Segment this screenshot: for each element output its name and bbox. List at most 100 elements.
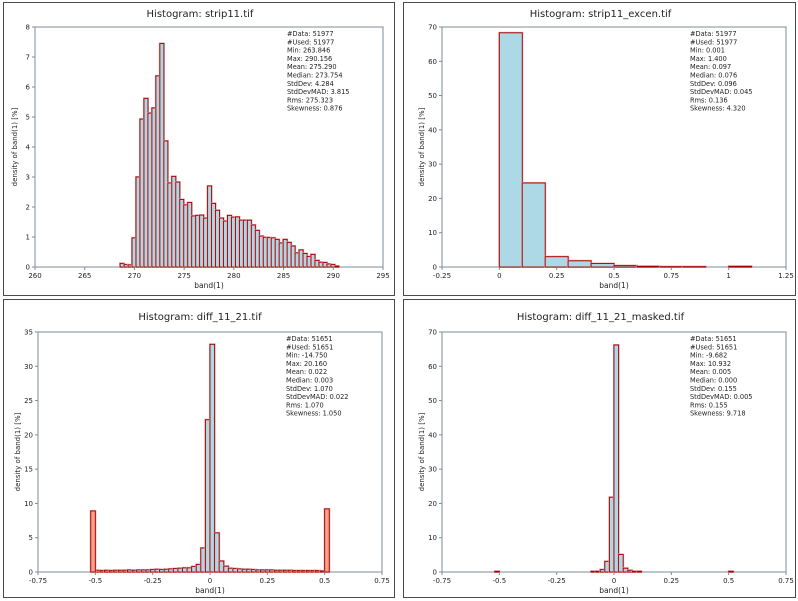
y-tick-label: 0 bbox=[26, 264, 30, 272]
histogram-panel-diff-11-21: Histogram: diff_11_21.tif band(1) density … bbox=[3, 299, 395, 598]
x-tick-label: 0 bbox=[208, 577, 212, 585]
stats-line: StdDevMAD: 3.815 bbox=[287, 88, 349, 96]
stats-line: Median: 0.003 bbox=[286, 377, 333, 385]
y-tick-label: 30 bbox=[428, 466, 437, 474]
stats-line: Median: 0.076 bbox=[690, 72, 737, 80]
y-tick-label: 0 bbox=[29, 569, 33, 577]
stats-line: Max: 10.932 bbox=[690, 360, 731, 368]
histogram-bar bbox=[636, 570, 642, 573]
chart-title: Histogram: strip11.tif bbox=[147, 9, 254, 20]
stats-line: StdDev: 0.096 bbox=[690, 80, 737, 88]
histogram-bar bbox=[590, 263, 615, 268]
histogram-bar bbox=[324, 508, 330, 573]
stats-line: #Data: 51651 bbox=[286, 335, 333, 343]
x-tick-label: 0 bbox=[497, 272, 501, 280]
y-axis-label: density of band(1) [%] bbox=[418, 412, 426, 491]
stats-line: Min: -14.750 bbox=[286, 352, 327, 360]
x-tick-label: 1.25 bbox=[778, 272, 794, 280]
y-tick-label: 20 bbox=[428, 500, 437, 508]
x-axis-label: band(1) bbox=[599, 586, 629, 595]
histogram-bar bbox=[544, 256, 569, 268]
y-tick-label: 15 bbox=[24, 466, 33, 474]
histogram-bar bbox=[613, 265, 638, 268]
y-tick-label: 5 bbox=[29, 534, 33, 542]
stats-line: Rms: 1.070 bbox=[286, 401, 324, 409]
histogram-bar bbox=[613, 344, 620, 573]
x-tick-label: 280 bbox=[227, 272, 240, 280]
x-tick-label: 0.5 bbox=[319, 577, 330, 585]
y-tick-label: 20 bbox=[428, 195, 437, 203]
x-tick-label: 0.5 bbox=[723, 577, 734, 585]
x-tick-label: 275 bbox=[177, 272, 190, 280]
stats-line: StdDev: 0.155 bbox=[690, 385, 737, 393]
stats-line: Mean: 0.005 bbox=[690, 368, 731, 376]
histogram-bar bbox=[567, 260, 592, 268]
histogram-bar bbox=[498, 32, 523, 268]
stats-line: Rms: 275.323 bbox=[287, 96, 333, 104]
x-tick-label: 265 bbox=[78, 272, 91, 280]
stats-line: Mean: 0.022 bbox=[286, 368, 327, 376]
x-tick-label: 0.75 bbox=[374, 577, 390, 585]
histogram-panel-strip11-excen: Histogram: strip11_excen.tif band(1) densi… bbox=[403, 2, 796, 296]
histogram-panel-strip11: Histogram: strip11.tif band(1) density of … bbox=[3, 2, 395, 296]
x-tick-label: 0 bbox=[612, 577, 616, 585]
x-axis-label: band(1) bbox=[194, 281, 224, 290]
stats-line: Min: 263.846 bbox=[287, 47, 330, 55]
stats-line: StdDev: 4.284 bbox=[287, 80, 334, 88]
y-tick-label: 60 bbox=[428, 58, 437, 66]
y-tick-label: 35 bbox=[24, 329, 33, 337]
y-tick-label: 1 bbox=[26, 234, 30, 242]
x-tick-label: 0.25 bbox=[260, 577, 276, 585]
y-tick-label: 10 bbox=[428, 534, 437, 542]
x-axis-label: band(1) bbox=[195, 586, 225, 595]
y-tick-label: 20 bbox=[24, 431, 33, 439]
histogram-chart: Histogram: strip11_excen.tif band(1) densi… bbox=[418, 9, 794, 290]
stats-line: Max: 290.156 bbox=[287, 55, 332, 63]
stats-line: #Data: 51977 bbox=[690, 30, 737, 38]
x-tick-label: 0.25 bbox=[549, 272, 565, 280]
histogram-bar bbox=[618, 554, 624, 573]
histogram-bar bbox=[334, 265, 340, 268]
y-tick-label: 70 bbox=[428, 24, 437, 32]
stats-line: StdDev: 1.070 bbox=[286, 385, 333, 393]
histogram-chart: Histogram: strip11.tif band(1) density of … bbox=[11, 9, 390, 290]
chart-title: Histogram: diff_11_21_masked.tif bbox=[517, 312, 685, 323]
stats-line: Median: 0.000 bbox=[690, 377, 737, 385]
histogram-bar bbox=[494, 570, 500, 573]
x-tick-label: 290 bbox=[327, 272, 340, 280]
x-tick-label: -0.25 bbox=[433, 272, 451, 280]
stats-line: Skewness: 4.320 bbox=[690, 105, 746, 113]
y-tick-label: 10 bbox=[428, 229, 437, 237]
stats-line: Skewness: 0.876 bbox=[287, 105, 343, 113]
y-tick-label: 50 bbox=[428, 397, 437, 405]
y-tick-label: 30 bbox=[24, 363, 33, 371]
y-tick-label: 70 bbox=[428, 329, 437, 337]
x-tick-label: 295 bbox=[376, 272, 389, 280]
x-tick-label: -0.25 bbox=[548, 577, 566, 585]
stats-line: #Data: 51651 bbox=[690, 335, 737, 343]
histogram-panel-diff-11-21-masked: Histogram: diff_11_21_masked.tif band(1) d… bbox=[403, 299, 796, 598]
x-tick-label: 0.75 bbox=[778, 577, 794, 585]
y-axis-label: density of band(1) [%] bbox=[11, 107, 19, 186]
y-tick-label: 0 bbox=[433, 569, 437, 577]
stats-line: #Used: 51977 bbox=[287, 38, 334, 46]
y-tick-label: 40 bbox=[428, 126, 437, 134]
y-tick-label: 6 bbox=[26, 84, 31, 92]
histogram-bar bbox=[214, 532, 220, 573]
chart-title: Histogram: strip11_excen.tif bbox=[530, 9, 672, 20]
histogram-bar bbox=[636, 265, 661, 268]
y-tick-label: 50 bbox=[428, 92, 437, 100]
stats-line: Max: 20.160 bbox=[286, 360, 327, 368]
x-tick-label: -0.25 bbox=[144, 577, 162, 585]
y-tick-label: 10 bbox=[24, 500, 33, 508]
y-axis-label: density of band(1) [%] bbox=[14, 412, 22, 491]
y-tick-label: 3 bbox=[26, 174, 30, 182]
x-tick-label: 270 bbox=[128, 272, 141, 280]
stats-line: #Used: 51651 bbox=[286, 343, 333, 351]
x-tick-label: -0.5 bbox=[492, 577, 506, 585]
stats-line: Rms: 0.155 bbox=[690, 401, 728, 409]
y-tick-label: 7 bbox=[26, 54, 30, 62]
y-tick-label: 5 bbox=[26, 114, 30, 122]
y-tick-label: 40 bbox=[428, 431, 437, 439]
stats-line: StdDevMAD: 0.045 bbox=[690, 88, 752, 96]
